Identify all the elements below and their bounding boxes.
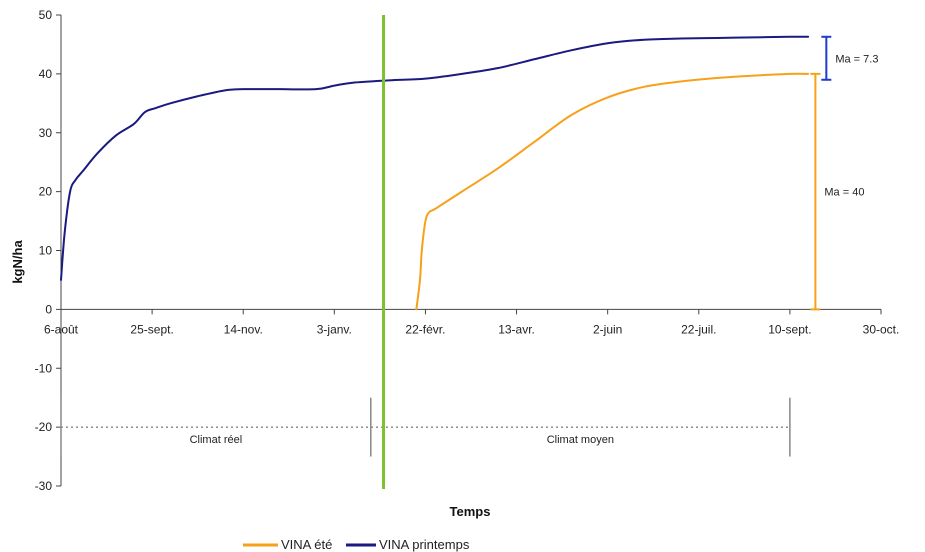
y-tick-label: -30 xyxy=(35,479,53,493)
annotation-layer: Ma = 7.3 Ma = 40 xyxy=(810,35,878,311)
x-tick-label: 25-sept. xyxy=(130,322,173,336)
y-tick-label: 50 xyxy=(39,8,53,22)
series-line-vina-printemps xyxy=(60,35,810,281)
y-tick-label: 0 xyxy=(45,302,52,316)
x-axis-title: Temps xyxy=(450,504,491,519)
y-axis-title: kgN/ha xyxy=(10,240,25,284)
x-tick-label: 14-nov. xyxy=(224,322,263,336)
x-tick-label: 6-août xyxy=(44,322,79,336)
x-tick-label: 30-oct. xyxy=(863,322,900,336)
x-tick-label: 10-sept. xyxy=(768,322,811,336)
x-tick-label: 3-janv. xyxy=(317,322,352,336)
series-line-vina-ete xyxy=(415,72,810,311)
y-tick-label: 40 xyxy=(39,67,53,81)
y-tick-label: 30 xyxy=(39,126,53,140)
legend-label-vina-ete: VINA été xyxy=(281,537,332,552)
y-tick-label: 20 xyxy=(39,185,53,199)
errorbar-label-ma-7-3: Ma = 7.3 xyxy=(835,53,878,65)
period-label-climat-moyen: Climat moyen xyxy=(547,434,614,446)
axes-layer: -30 -20 -10 0 10 20 30 40 50 6-août 25-sept. 14-nov… xyxy=(35,8,900,493)
legend: VINA été VINA printemps xyxy=(243,537,470,552)
period-label-climat-reel: Climat réel xyxy=(190,434,243,446)
errorbar-label-ma-40: Ma = 40 xyxy=(824,187,864,199)
x-tick-label: 22-juil. xyxy=(681,322,716,336)
x-tick-label: 22-févr. xyxy=(405,322,445,336)
series-layer xyxy=(60,15,810,489)
y-tick-label: 10 xyxy=(39,244,53,258)
x-tick-label: 2-juin xyxy=(593,322,622,336)
y-tick-label: -20 xyxy=(35,420,53,434)
y-tick-label: -10 xyxy=(35,361,53,375)
legend-label-vina-printemps: VINA printemps xyxy=(379,537,470,552)
x-tick-label: 13-avr. xyxy=(498,322,535,336)
reference-layer: Climat réel Climat moyen xyxy=(60,397,791,457)
